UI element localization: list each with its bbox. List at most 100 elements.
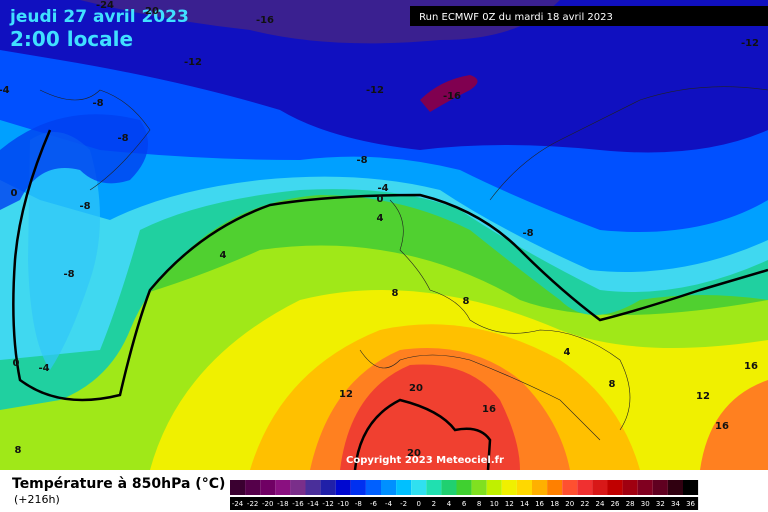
legend-swatch	[516, 480, 532, 495]
contour-label: 0	[377, 194, 384, 205]
contour-label: -8	[92, 98, 103, 109]
legend-label: 30	[641, 500, 650, 508]
contour-label: 4	[377, 213, 384, 224]
legend-label: 12	[505, 500, 514, 508]
legend-label: 10	[490, 500, 499, 508]
forecast-date: jeudi 27 avril 2023	[9, 7, 189, 27]
legend-swatch	[547, 480, 563, 495]
legend-swatch	[456, 480, 472, 495]
contour-label: 20	[409, 383, 423, 394]
contour-label: -16	[256, 15, 274, 26]
field-title: Température à 850hPa (°C)	[12, 476, 225, 492]
legend-swatch	[667, 480, 683, 495]
legend-label: -22	[247, 500, 258, 508]
contour-lines	[12, 129, 768, 471]
legend-label: 6	[462, 500, 467, 508]
legend-label: -24	[232, 500, 244, 508]
legend-swatch	[381, 480, 397, 495]
contour-label: -16	[443, 91, 461, 102]
contour-label: -8	[356, 155, 367, 166]
contour-label: -8	[79, 201, 90, 212]
legend-label: -12	[322, 500, 333, 508]
legend-swatch	[335, 480, 351, 495]
legend-label: 16	[535, 500, 544, 508]
legend-swatch	[486, 480, 502, 495]
legend-swatch	[592, 480, 608, 495]
run-info: Run ECMWF 0Z du mardi 18 avril 2023	[419, 12, 613, 23]
legend-swatch	[320, 480, 336, 495]
contour-label: 8	[463, 296, 470, 307]
legend-swatch	[471, 480, 487, 495]
legend-label: 8	[477, 500, 481, 508]
forecast-time: 2:00 locale	[10, 27, 133, 51]
legend-swatch	[577, 480, 593, 495]
legend-label: 32	[656, 500, 665, 508]
legend-swatch	[305, 480, 321, 495]
legend-swatch	[441, 480, 457, 495]
contour-labels: -2420-16-12-12-12-16-4-8-8-80-40-84-84-8…	[0, 0, 759, 459]
legend-label: 36	[686, 500, 695, 508]
legend-swatch	[532, 480, 548, 495]
contour-label: 0	[13, 358, 20, 369]
legend-swatch	[230, 480, 246, 495]
legend-label: 18	[550, 500, 559, 508]
legend-label: 22	[580, 500, 589, 508]
contour-label: 16	[715, 421, 729, 432]
legend-label: -6	[370, 500, 378, 508]
legend-label: 0	[417, 500, 421, 508]
legend-label: 26	[611, 500, 620, 508]
contour-label: 20	[145, 6, 159, 17]
color-legend: -24 -22 -20 -18 -16 -14 -12 -10 -8 -6 -4 -2 0 2 4 6 8 10 1…	[230, 480, 699, 510]
legend-label: 14	[520, 500, 529, 508]
contour-label: -4	[38, 363, 49, 374]
legend-swatch	[396, 480, 412, 495]
contour-label: -4	[0, 85, 10, 96]
legend-label-band	[230, 497, 699, 510]
legend-swatch	[683, 480, 699, 495]
contour-label: -12	[184, 57, 202, 68]
contour-label: 0	[11, 188, 18, 199]
legend-swatch	[350, 480, 366, 495]
contour-label: -24	[96, 0, 114, 11]
contour-label: 4	[220, 250, 227, 261]
copyright: Copyright 2023 Meteociel.fr	[346, 455, 504, 466]
legend-label: -20	[262, 500, 273, 508]
legend-label: 24	[595, 500, 604, 508]
legend-swatch	[260, 480, 276, 495]
legend-swatch	[245, 480, 261, 495]
legend-label: 2	[432, 500, 436, 508]
legend-swatch	[275, 480, 291, 495]
contour-label: -4	[377, 183, 388, 194]
legend-label: -2	[400, 500, 407, 508]
legend-swatch	[290, 480, 306, 495]
legend-label: 4	[447, 500, 452, 508]
contour-label: 20	[407, 448, 421, 459]
legend-label: -16	[292, 500, 304, 508]
legend-label: -10	[338, 500, 349, 508]
legend-label: 28	[626, 500, 635, 508]
legend-label: -14	[307, 500, 319, 508]
legend-swatch	[501, 480, 517, 495]
legend-label: -18	[277, 500, 288, 508]
contour-label: 8	[15, 445, 22, 456]
coastlines	[39, 86, 768, 441]
legend-swatch	[622, 480, 638, 495]
legend-swatch	[411, 480, 427, 495]
legend-swatch	[562, 480, 578, 495]
legend-swatch	[607, 480, 623, 495]
legend-swatch	[652, 480, 668, 495]
legend-label: -8	[355, 500, 362, 508]
contour-label: 8	[609, 379, 616, 390]
contour-label: -8	[522, 228, 533, 239]
contour-label: 16	[744, 361, 758, 372]
contour-label: -8	[117, 133, 128, 144]
contour-label: 4	[564, 347, 571, 358]
contour-label: 12	[339, 389, 353, 400]
contour-label: -12	[366, 85, 384, 96]
legend-swatch	[637, 480, 653, 495]
legend-label: 34	[671, 500, 680, 508]
legend-label: -4	[385, 500, 393, 508]
contour-label: -12	[741, 38, 759, 49]
legend-label: 20	[565, 500, 574, 508]
